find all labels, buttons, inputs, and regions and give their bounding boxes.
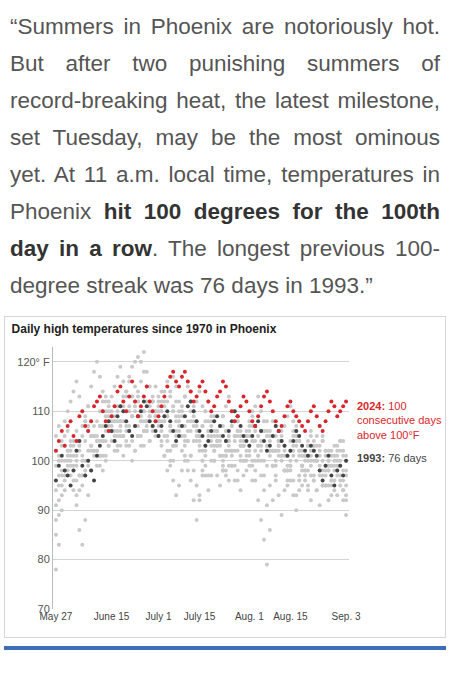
svg-text:1993: 76 days: 1993: 76 days: [357, 452, 427, 464]
svg-text:July 1: July 1: [145, 611, 172, 622]
svg-text:Daily high temperatures since: Daily high temperatures since 1970 in Ph…: [12, 322, 277, 336]
svg-text:Aug. 15: Aug. 15: [273, 611, 308, 622]
svg-text:May 27: May 27: [40, 611, 73, 622]
svg-text:Aug. 1: Aug. 1: [235, 611, 264, 622]
svg-text:June 15: June 15: [94, 611, 130, 622]
svg-text:2024: 100consecutive daysabove: 2024: 100consecutive daysabove 100°F: [357, 400, 442, 441]
svg-text:100: 100: [31, 455, 49, 467]
svg-text:Sep. 3: Sep. 3: [332, 611, 361, 622]
html-text:“Summers in Phoenix are notori: “Summers in Phoenix are notoriously hot.…: [10, 14, 440, 298]
svg-text:110: 110: [32, 405, 50, 417]
svg-text:80: 80: [38, 553, 50, 565]
svg-text:July 15: July 15: [184, 611, 216, 622]
svg-text:70: 70: [38, 603, 50, 615]
svg-text:90: 90: [38, 504, 50, 516]
svg-text:120° F: 120° F: [17, 356, 50, 368]
